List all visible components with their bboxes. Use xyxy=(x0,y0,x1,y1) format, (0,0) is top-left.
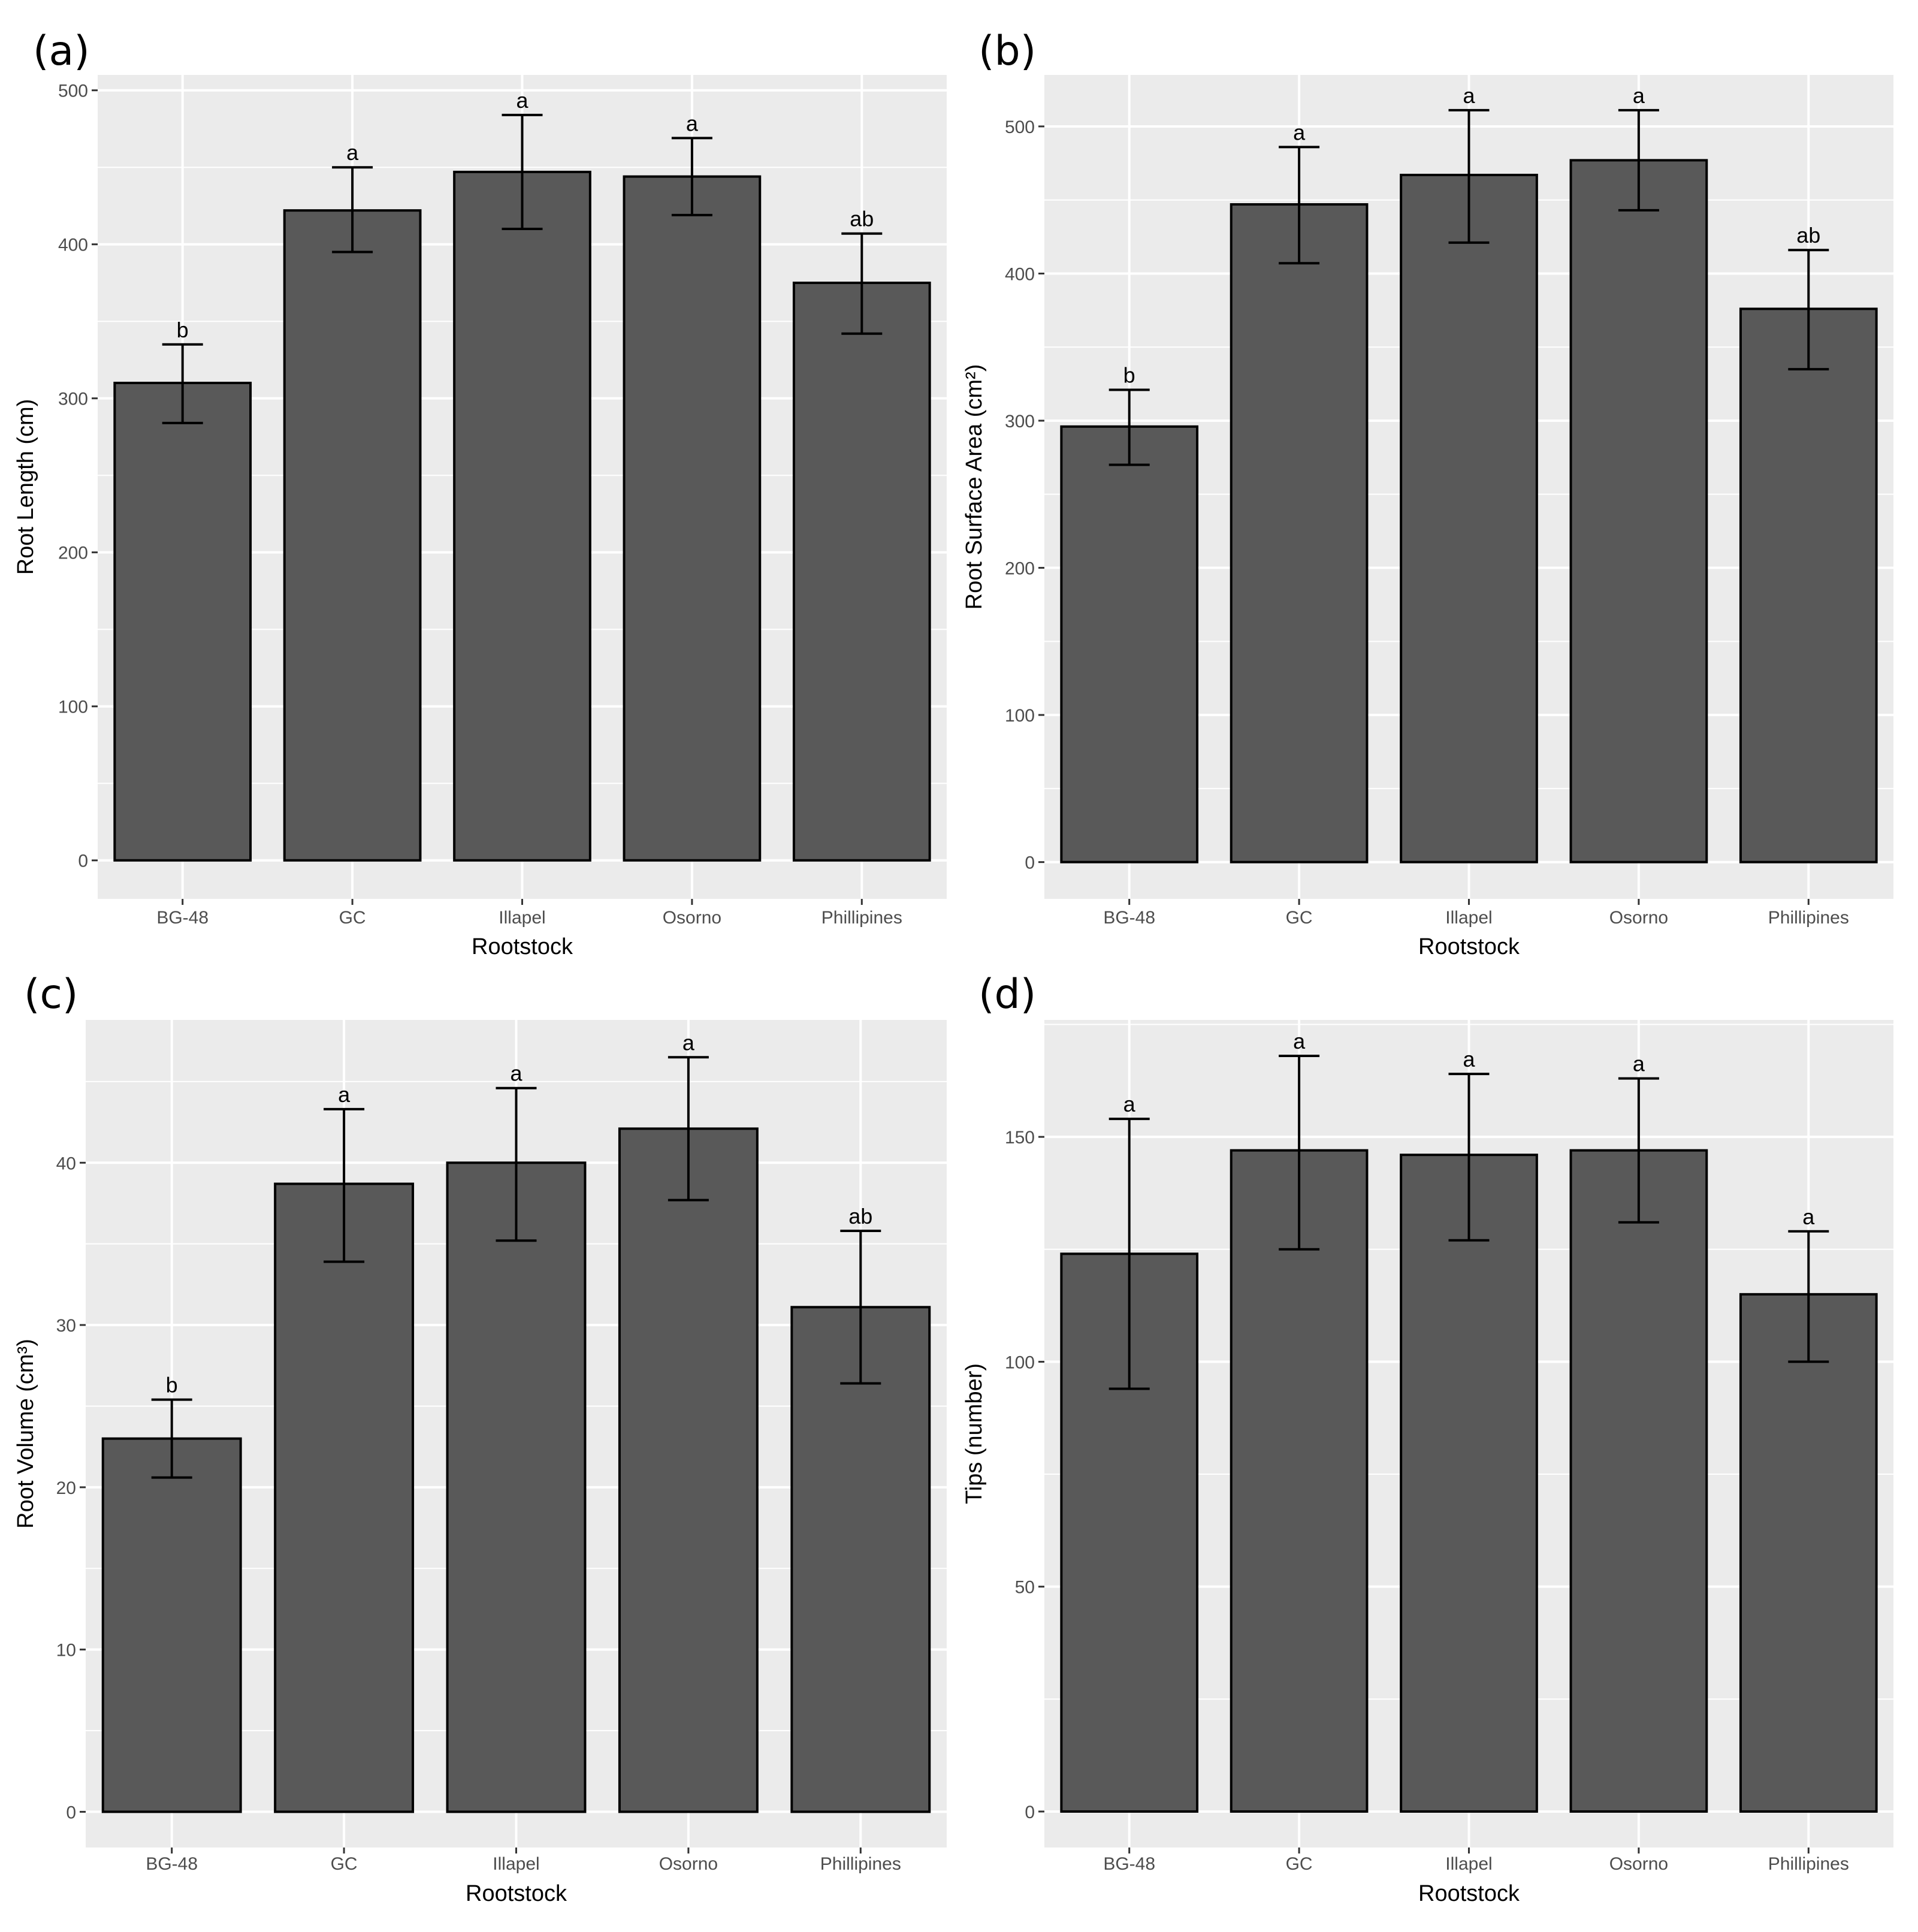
y-tick-label: 500 xyxy=(1005,117,1035,137)
x-axis-title: Rootstock xyxy=(472,934,573,959)
chart-panel-1: b a a a ab 0 100 200 300 400 500 BG-48 GC Illapel Osor… xyxy=(962,28,1893,959)
chart-panel-3: a a a a a 0 50 100 150 BG-48 GC Illapel Osorno Philli… xyxy=(962,971,1893,1906)
x-tick-label: BG-48 xyxy=(156,908,209,928)
x-tick-label: GC xyxy=(339,908,366,928)
y-tick-label: 30 xyxy=(56,1316,76,1336)
significance-label: a xyxy=(510,1061,522,1086)
x-tick-label: GC xyxy=(331,1854,358,1874)
significance-label: ab xyxy=(1796,223,1820,247)
y-tick-label: 40 xyxy=(56,1154,76,1173)
y-tick-label: 100 xyxy=(1005,1353,1035,1372)
x-tick-label: Illapel xyxy=(1445,1854,1492,1874)
bar-osorno xyxy=(1569,1149,1708,1813)
panel-label: (a) xyxy=(33,28,90,75)
significance-label: a xyxy=(1463,83,1475,108)
x-tick-label: BG-48 xyxy=(146,1854,198,1874)
bar-osorno xyxy=(623,175,762,862)
y-axis-title: Root Volume (cm³) xyxy=(13,1339,38,1529)
y-tick-label: 100 xyxy=(1005,706,1035,726)
bar-phillipines xyxy=(792,281,931,862)
x-tick-label: Illapel xyxy=(1445,908,1492,928)
significance-label: a xyxy=(1293,1029,1306,1053)
significance-label: a xyxy=(516,88,528,113)
y-tick-label: 300 xyxy=(1005,412,1035,431)
significance-label: a xyxy=(1633,1052,1645,1076)
significance-label: ab xyxy=(848,1204,872,1228)
bar-illapel xyxy=(446,1161,587,1813)
bar-phillipines xyxy=(1739,1293,1878,1813)
bar-gc xyxy=(283,209,422,862)
significance-label: a xyxy=(1633,83,1645,108)
bar-phillipines xyxy=(1739,307,1878,864)
x-tick-label: Osorno xyxy=(659,1854,718,1874)
bar-bg-48 xyxy=(113,382,252,862)
bar-gc xyxy=(274,1182,415,1813)
y-axis-title: Tips (number) xyxy=(962,1363,987,1504)
y-tick-label: 10 xyxy=(56,1641,76,1661)
x-tick-label: Phillipines xyxy=(820,1854,901,1874)
y-tick-label: 0 xyxy=(66,1803,76,1822)
x-tick-label: Osorno xyxy=(1609,908,1668,928)
bar-osorno xyxy=(618,1127,759,1813)
y-tick-label: 50 xyxy=(1015,1578,1035,1598)
bar-illapel xyxy=(453,170,591,862)
x-tick-label: Illapel xyxy=(499,908,545,928)
significance-label: a xyxy=(682,1030,695,1055)
bar-illapel xyxy=(1400,1154,1538,1813)
y-tick-label: 200 xyxy=(1005,559,1035,579)
significance-label: b xyxy=(1123,363,1135,387)
y-tick-label: 400 xyxy=(1005,264,1035,284)
significance-label: a xyxy=(346,140,359,165)
x-tick-label: Phillipines xyxy=(821,908,902,928)
panel-label: (d) xyxy=(978,971,1036,1018)
bar-osorno xyxy=(1569,159,1708,864)
x-tick-label: Phillipines xyxy=(1768,908,1849,928)
x-axis-title: Rootstock xyxy=(466,1881,567,1906)
x-axis-title: Rootstock xyxy=(1418,1881,1520,1906)
y-tick-label: 300 xyxy=(58,390,88,409)
x-tick-label: GC xyxy=(1286,1854,1313,1874)
y-tick-label: 20 xyxy=(56,1478,76,1498)
bar-bg-48 xyxy=(1060,425,1199,864)
y-tick-label: 400 xyxy=(58,236,88,255)
x-tick-label: Illapel xyxy=(493,1854,539,1874)
bar-illapel xyxy=(1400,173,1538,864)
x-tick-label: GC xyxy=(1286,908,1313,928)
x-tick-label: BG-48 xyxy=(1103,1854,1155,1874)
x-tick-label: Osorno xyxy=(663,908,721,928)
panel-label: (b) xyxy=(978,28,1036,75)
significance-label: a xyxy=(338,1082,351,1107)
significance-label: a xyxy=(1802,1205,1815,1229)
significance-label: a xyxy=(1293,120,1306,144)
significance-label: a xyxy=(1463,1047,1475,1071)
significance-label: b xyxy=(166,1373,178,1397)
y-tick-label: 0 xyxy=(78,852,88,871)
y-tick-label: 0 xyxy=(1025,853,1035,873)
bar-bg-48 xyxy=(101,1437,242,1813)
bar-phillipines xyxy=(790,1306,931,1813)
bar-gc xyxy=(1230,203,1369,864)
y-tick-label: 500 xyxy=(58,81,88,101)
chart-panel-2: b a a a ab 0 10 20 30 40 BG-48 GC Illapel Osorno Phill… xyxy=(13,971,947,1906)
y-tick-label: 150 xyxy=(1005,1128,1035,1148)
y-axis-title: Root Surface Area (cm²) xyxy=(962,364,987,610)
y-axis-title: Root Length (cm) xyxy=(13,399,38,575)
x-tick-label: BG-48 xyxy=(1103,908,1155,928)
y-tick-label: 200 xyxy=(58,544,88,563)
significance-label: a xyxy=(686,111,699,135)
x-tick-label: Osorno xyxy=(1609,1854,1668,1874)
y-tick-label: 0 xyxy=(1025,1803,1035,1822)
significance-label: a xyxy=(1123,1092,1136,1116)
chart-panel-0: b a a a ab 0 100 200 300 400 500 BG-48 GC Illapel Osor… xyxy=(13,28,947,959)
panel-label: (c) xyxy=(24,971,78,1018)
x-tick-label: Phillipines xyxy=(1768,1854,1849,1874)
significance-label: ab xyxy=(850,207,874,231)
y-tick-label: 100 xyxy=(58,698,88,717)
significance-label: b xyxy=(177,318,189,342)
x-axis-title: Rootstock xyxy=(1418,934,1520,959)
